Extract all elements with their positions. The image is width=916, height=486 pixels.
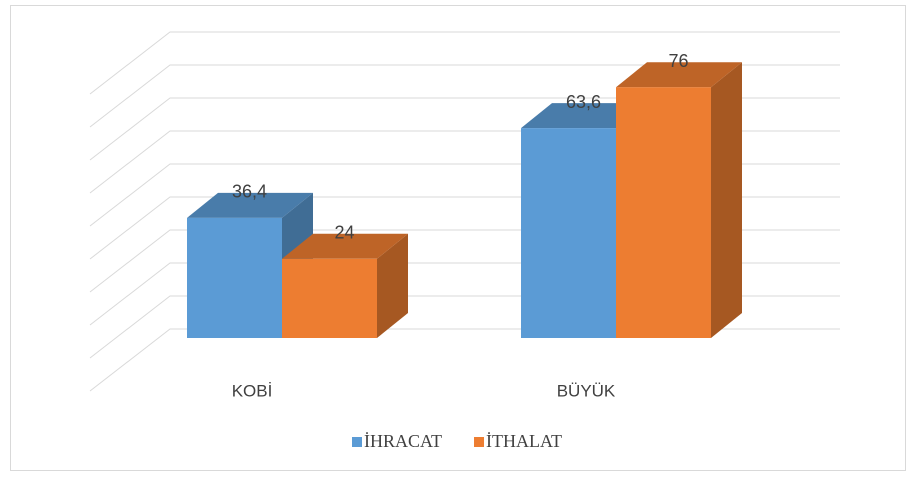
value-label: 76	[668, 51, 688, 71]
chart-frame	[10, 5, 906, 471]
x-tick-label: KOBİ	[232, 381, 273, 400]
bar	[282, 258, 377, 338]
value-label: 36,4	[232, 182, 267, 202]
bar-top	[616, 62, 742, 88]
legend-swatch	[352, 437, 362, 447]
bar	[521, 128, 616, 338]
bar	[187, 217, 282, 338]
bar	[616, 87, 711, 338]
bar-top	[282, 233, 408, 259]
grid-line	[89, 64, 840, 128]
legend-text: İTHALAT	[486, 431, 562, 451]
value-label: 24	[334, 223, 354, 243]
legend-text: İHRACAT	[364, 431, 442, 451]
x-tick-label: BÜYÜK	[557, 381, 616, 400]
value-label: 63,6	[566, 92, 601, 112]
grid-line	[89, 31, 840, 95]
bar-top	[187, 192, 313, 218]
bar-side	[377, 233, 408, 338]
bar-side	[711, 62, 742, 338]
legend-swatch	[474, 437, 485, 447]
bar-top	[521, 103, 647, 129]
